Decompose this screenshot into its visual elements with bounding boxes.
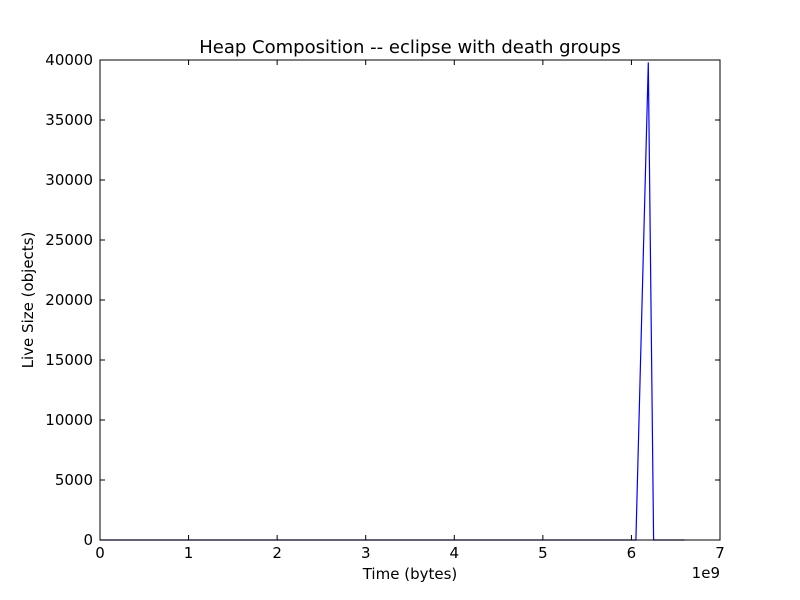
x-tick-label: 3 <box>361 544 371 562</box>
x-tick-label: 4 <box>450 544 460 562</box>
y-tick-label: 20000 <box>45 291 93 309</box>
x-tick-label: 7 <box>715 544 725 562</box>
x-tick-label: 2 <box>272 544 282 562</box>
x-tick-label: 5 <box>538 544 548 562</box>
plot-area <box>99 59 721 541</box>
y-tick-label: 40000 <box>45 51 93 69</box>
y-tick-label: 25000 <box>45 231 93 249</box>
y-tick-label: 15000 <box>45 351 93 369</box>
x-axis: 0 1 2 3 4 5 6 7 <box>95 60 725 562</box>
plot-frame <box>99 59 721 541</box>
chart-title: Heap Composition -- eclipse with death g… <box>199 37 621 58</box>
x-tick-label: 6 <box>627 544 637 562</box>
x-tick-label: 0 <box>95 544 105 562</box>
x-axis-scale-label: 1e9 <box>692 564 720 582</box>
y-tick-label: 10000 <box>45 411 93 429</box>
y-tick-label: 0 <box>83 531 93 549</box>
y-axis-label: Live Size (objects) <box>19 232 37 369</box>
x-axis-label: Time (bytes) <box>362 565 458 583</box>
y-tick-label: 30000 <box>45 171 93 189</box>
x-tick-label: 1 <box>184 544 194 562</box>
series-line <box>100 62 685 541</box>
y-tick-label: 5000 <box>55 471 93 489</box>
y-axis: 0 5000 10000 15000 20000 25000 30000 35000 40000 <box>45 51 720 549</box>
y-tick-label: 35000 <box>45 111 93 129</box>
